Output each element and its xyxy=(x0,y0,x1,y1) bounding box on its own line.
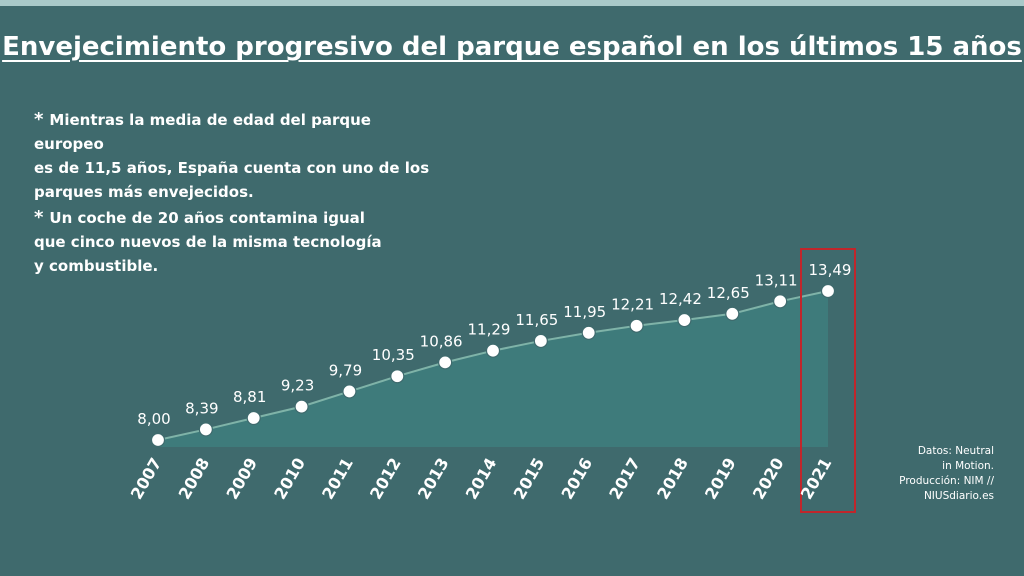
data-label: 12,65 xyxy=(707,284,750,302)
data-point xyxy=(438,355,453,370)
data-point xyxy=(581,325,596,340)
data-label: 12,21 xyxy=(611,296,654,314)
data-point xyxy=(485,343,501,358)
x-tick-label: 2007 xyxy=(127,455,166,503)
data-point xyxy=(246,410,261,426)
x-tick-label: 2019 xyxy=(701,455,740,503)
x-tick-label: 2013 xyxy=(414,455,453,503)
note-line: parques más envejecidos. xyxy=(34,183,254,201)
x-tick-label: 2010 xyxy=(270,455,309,503)
area-fill xyxy=(158,291,828,447)
data-label: 8,81 xyxy=(233,388,266,406)
note-european-average: * Mientras la media de edad del parque eu… xyxy=(34,108,434,204)
credit-line: NIUSdiario.es xyxy=(923,490,994,502)
note-line: es de 11,5 años, España cuenta con uno d… xyxy=(34,159,430,177)
data-point xyxy=(773,294,788,309)
top-strip xyxy=(0,0,1024,6)
asterisk-icon: * xyxy=(34,109,44,130)
data-point xyxy=(820,283,836,299)
x-tick-label: 2014 xyxy=(462,455,501,503)
data-label: 8,39 xyxy=(185,399,218,417)
data-label: 9,23 xyxy=(281,377,314,395)
data-label: 11,95 xyxy=(563,303,606,321)
data-point xyxy=(677,312,692,328)
data-point xyxy=(725,306,740,321)
data-point xyxy=(294,399,309,414)
data-label: 13,49 xyxy=(809,261,852,279)
data-label: 13,11 xyxy=(755,271,798,289)
note-line: y combustible. xyxy=(34,257,159,275)
credits: Datos: Neutral in Motion. Producción: NI… xyxy=(870,444,994,504)
data-label: 12,42 xyxy=(659,290,702,308)
data-point xyxy=(629,318,644,333)
x-tick-label: 2012 xyxy=(366,455,405,503)
chart-title: Envejecimiento progresivo del parque esp… xyxy=(2,32,1022,62)
x-tick-label: 2009 xyxy=(222,455,261,503)
data-point xyxy=(198,422,213,437)
credit-line: Datos: Neutral xyxy=(917,445,994,457)
note-pollution: * Un coche de 20 años contamina igual que… xyxy=(34,206,394,278)
x-tick-label: 2008 xyxy=(175,455,214,503)
data-label: 11,29 xyxy=(468,321,511,339)
x-tick-label: 2018 xyxy=(653,455,692,503)
x-tick-label: 2021 xyxy=(797,455,836,503)
data-point xyxy=(150,432,166,448)
credit-line: Producción: NIM // xyxy=(899,475,994,487)
note-line: que cinco nuevos de la misma tecnología xyxy=(34,233,382,251)
note-line: * Mientras la media de edad del parque eu… xyxy=(34,109,371,153)
data-label: 8,00 xyxy=(137,410,170,428)
asterisk-icon: * xyxy=(34,207,44,228)
note-line: * Un coche de 20 años contamina igual xyxy=(34,207,365,228)
data-label: 11,65 xyxy=(515,311,558,329)
data-label: 10,86 xyxy=(420,332,463,350)
x-tick-label: 2011 xyxy=(318,455,357,503)
highlight-box-2021 xyxy=(800,248,856,513)
data-label: 10,35 xyxy=(372,346,415,364)
data-point xyxy=(390,369,405,384)
x-tick-label: 2015 xyxy=(510,455,549,503)
credit-line: in Motion. xyxy=(942,460,994,472)
x-tick-label: 2016 xyxy=(557,455,596,503)
data-point xyxy=(342,384,357,399)
x-tick-label: 2020 xyxy=(749,455,788,503)
x-tick-label: 2017 xyxy=(605,455,644,503)
data-label: 9,79 xyxy=(329,361,362,379)
data-point xyxy=(533,333,548,349)
